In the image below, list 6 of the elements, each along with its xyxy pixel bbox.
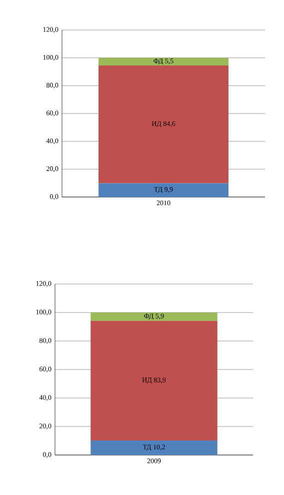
bar <box>90 320 218 440</box>
bar <box>98 65 228 184</box>
bar <box>98 183 228 197</box>
bar <box>90 312 218 321</box>
bar <box>98 58 228 66</box>
bar <box>90 440 218 455</box>
